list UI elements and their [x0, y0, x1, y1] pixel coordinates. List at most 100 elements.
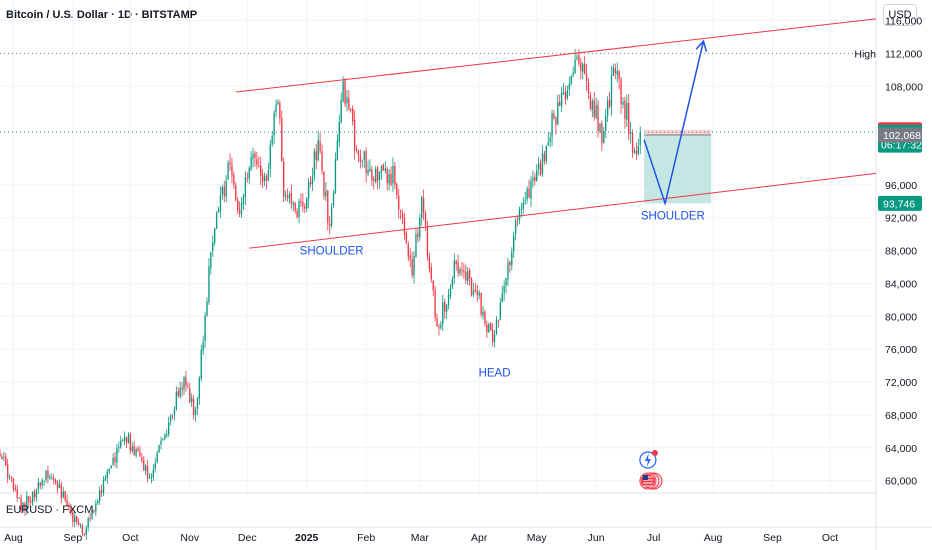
- candle-body: [95, 503, 97, 512]
- candle-body: [570, 76, 572, 85]
- candle-body: [154, 463, 156, 469]
- candle-body: [290, 192, 293, 203]
- pattern-label-head: HEAD: [479, 367, 511, 379]
- candle-body: [177, 391, 179, 397]
- candle-body: [248, 168, 250, 179]
- candle-up: [361, 159, 363, 168]
- candle-body: [513, 235, 515, 252]
- candle-up: [248, 165, 250, 185]
- candle-up: [198, 376, 201, 406]
- candle-up: [240, 197, 243, 218]
- candle-body: [384, 168, 386, 172]
- candle-down: [283, 157, 285, 203]
- candle-up: [112, 453, 114, 466]
- y-tick-label: 84,000: [885, 278, 917, 290]
- y-tick-label: 116,000: [885, 16, 922, 28]
- candle-up: [447, 288, 450, 310]
- candle-down: [294, 201, 296, 214]
- candle-body: [58, 484, 61, 488]
- candle-body: [578, 55, 580, 64]
- price-badge-value: 93,746: [883, 198, 915, 210]
- candle-body: [110, 465, 112, 469]
- candle-up: [194, 406, 197, 422]
- candle-up: [612, 63, 615, 77]
- us-flag-icon[interactable]: [639, 472, 663, 490]
- candle-body: [37, 482, 40, 490]
- candle-body: [468, 269, 471, 280]
- candle-body: [135, 449, 137, 456]
- candle-body: [599, 123, 601, 132]
- candle-body: [413, 255, 415, 276]
- lightning-icon[interactable]: [639, 450, 658, 469]
- candle-up: [505, 277, 507, 294]
- candle-body: [382, 164, 385, 171]
- candle-body: [376, 167, 379, 181]
- candle-body: [618, 71, 620, 80]
- candle-body: [123, 436, 126, 441]
- candle-down: [555, 115, 557, 135]
- y-tick-label: 96,000: [885, 180, 917, 192]
- candle-down: [261, 169, 264, 189]
- candle-up: [58, 479, 61, 489]
- candle-body: [260, 165, 262, 176]
- candle-body: [342, 81, 344, 102]
- candle-up: [106, 468, 109, 484]
- candle-body: [112, 457, 114, 465]
- candle-down: [497, 319, 500, 328]
- candle-body: [14, 488, 17, 490]
- candles: [0, 48, 641, 541]
- candle-body: [415, 234, 417, 257]
- candle-down: [0, 449, 1, 457]
- candle-body: [566, 90, 569, 98]
- candle-down: [189, 383, 191, 404]
- candle-body: [616, 70, 618, 75]
- candle-down: [260, 156, 262, 186]
- candle-body: [279, 103, 281, 119]
- candle-body: [398, 195, 400, 210]
- candle-down: [355, 145, 358, 154]
- candle-down: [589, 91, 592, 111]
- candle-body: [304, 206, 306, 209]
- candle-down: [125, 436, 128, 448]
- candle-body: [83, 533, 86, 535]
- candle-body: [66, 500, 68, 506]
- candle-body: [430, 267, 432, 280]
- candle-up: [338, 114, 340, 148]
- candle-body: [635, 150, 638, 154]
- currency-button[interactable]: USD: [883, 4, 917, 26]
- candle-up: [91, 506, 93, 521]
- candle-up: [472, 283, 475, 298]
- candle-up: [196, 396, 199, 416]
- candle-body: [605, 115, 607, 131]
- price-badge-countdown: 06:17:32: [881, 140, 922, 152]
- candle-down: [54, 478, 57, 485]
- candle-up: [156, 450, 158, 464]
- candle-body: [631, 133, 634, 153]
- candle-up: [513, 231, 515, 258]
- candle-up: [524, 191, 526, 205]
- candle-body: [22, 502, 24, 511]
- candle-up: [346, 90, 348, 112]
- candle-down: [635, 142, 638, 160]
- candle-down: [417, 228, 419, 243]
- candle-body: [549, 137, 551, 142]
- candle-down: [491, 323, 494, 347]
- candle-body: [373, 178, 375, 182]
- x-tick-label: Jun: [588, 532, 605, 544]
- candle-down: [72, 508, 74, 527]
- candle-body: [72, 512, 74, 522]
- candle-up: [557, 94, 559, 126]
- candle-up: [537, 156, 540, 176]
- candle-up: [169, 413, 172, 426]
- candle-down: [436, 313, 438, 327]
- candle-up: [306, 197, 308, 213]
- candle-body: [233, 174, 235, 185]
- candle-body: [332, 192, 335, 206]
- candle-down: [534, 172, 536, 186]
- candle-up: [566, 85, 569, 101]
- candle-up: [336, 134, 339, 161]
- candle-up: [298, 198, 300, 224]
- candle-body: [438, 326, 440, 329]
- candle-body: [179, 388, 181, 397]
